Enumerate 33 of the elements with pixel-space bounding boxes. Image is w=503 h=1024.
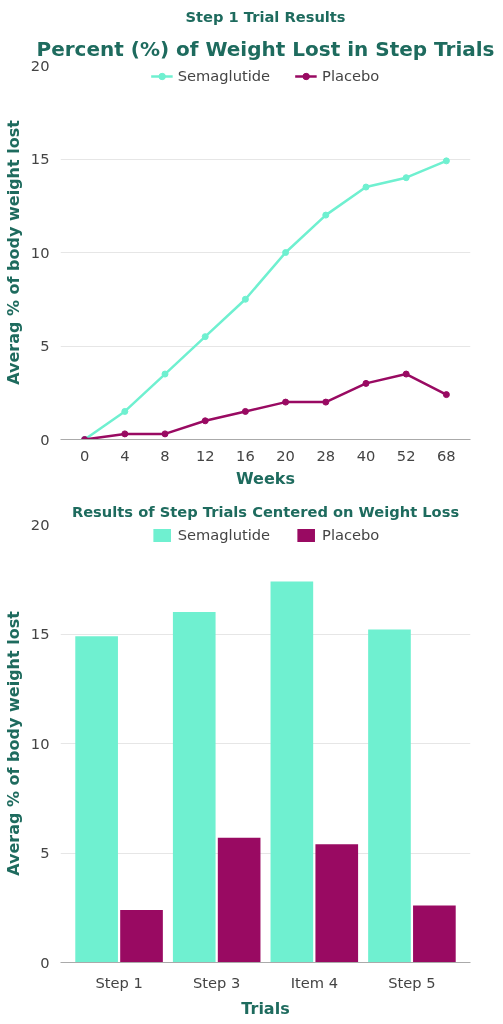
x-tick-label: 8 xyxy=(160,446,170,464)
y-tick-label: 5 xyxy=(40,844,50,861)
x-tick-label: Step 5 xyxy=(388,973,436,991)
x-tick-label: 4 xyxy=(120,446,130,464)
y-tick-label: 15 xyxy=(30,625,50,642)
y-tick-label: 5 xyxy=(40,337,50,354)
chart-title: Results of Step Trials Centered on Weight Loss xyxy=(71,502,460,520)
legend-label: Placebo xyxy=(322,67,380,84)
x-tick-label: 68 xyxy=(437,446,456,464)
x-tick-label: Step 1 xyxy=(95,973,143,991)
x-axis-title: Weeks xyxy=(236,468,295,488)
x-tick-label: 40 xyxy=(356,446,376,464)
legend-label: Semaglutide xyxy=(177,67,271,84)
y-tick-label: 10 xyxy=(30,243,50,261)
x-tick-label: 28 xyxy=(316,446,336,464)
x-axis-title: Trials xyxy=(241,998,290,1018)
y-tick-label: 15 xyxy=(30,150,50,167)
y-axis-title: Averag % of body weight lost xyxy=(3,119,23,385)
y-tick-label: 0 xyxy=(40,430,50,448)
x-tick-label: 12 xyxy=(195,446,215,464)
x-tick-label: Item 4 xyxy=(290,973,338,991)
y-tick-label: 10 xyxy=(30,734,50,752)
y-tick-label: 20 xyxy=(30,515,50,533)
legend-label: Semaglutide xyxy=(177,526,271,543)
x-tick-label: 20 xyxy=(276,446,295,464)
y-axis-title: Averag % of body weight lost xyxy=(3,610,23,876)
y-tick-label: 0 xyxy=(40,953,50,971)
x-tick-label: Step 3 xyxy=(193,973,241,991)
x-tick-label: 0 xyxy=(79,446,90,464)
x-tick-label: 16 xyxy=(236,446,255,464)
legend-label: Placebo xyxy=(322,526,380,543)
chart-subtitle: Step 1 Trial Results xyxy=(185,7,346,25)
x-tick-label: 52 xyxy=(396,446,416,464)
